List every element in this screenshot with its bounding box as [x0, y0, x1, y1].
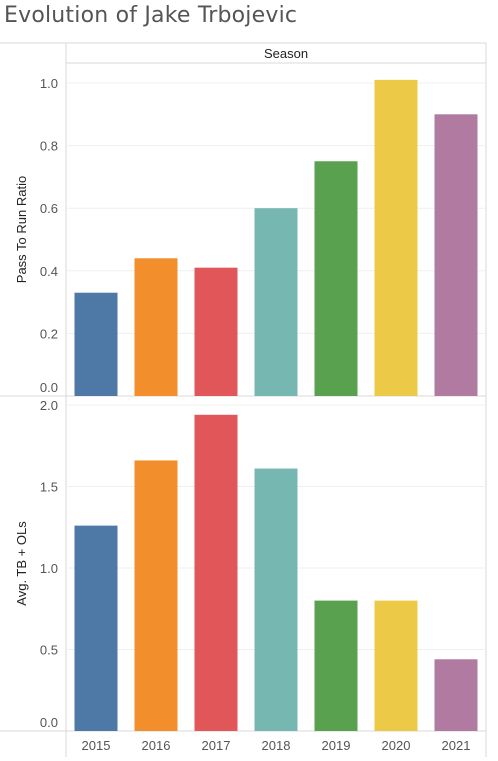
- bar-2017: [194, 414, 238, 731]
- bar-2016: [134, 460, 178, 731]
- bar-2018: [254, 468, 298, 731]
- y-axis-label: Pass To Run Ratio: [14, 176, 29, 283]
- bar-2019: [314, 600, 358, 731]
- x-tick-label: 2021: [442, 738, 471, 753]
- y-tick-label: 0.5: [40, 643, 58, 658]
- x-tick-label: 2018: [262, 738, 291, 753]
- bar-2020: [374, 600, 418, 731]
- y-tick-label: 1.0: [40, 76, 58, 91]
- bar-2019: [314, 161, 358, 396]
- y-tick-label: 0.6: [40, 201, 58, 216]
- bar-2018: [254, 208, 298, 396]
- x-tick-label: 2016: [142, 738, 171, 753]
- y-tick-label: 1.0: [40, 561, 58, 576]
- x-tick-label: 2015: [82, 738, 111, 753]
- y-tick-label: 2.0: [40, 398, 58, 413]
- y-tick-label: 1.5: [40, 480, 58, 495]
- bar-2015: [74, 292, 118, 396]
- y-tick-label: 0.8: [40, 139, 58, 154]
- x-tick-label: 2019: [322, 738, 351, 753]
- y-axis-label: Avg. TB + OLs: [14, 521, 29, 606]
- y-tick-label: 0.2: [40, 326, 58, 341]
- x-tick-label: 2020: [382, 738, 411, 753]
- y-tick-label: 0.4: [40, 264, 58, 279]
- bar-2021: [434, 114, 478, 397]
- bar-2016: [134, 258, 178, 396]
- bar-2021: [434, 659, 478, 731]
- y-tick-label: 0.0: [40, 380, 58, 395]
- column-header-season: Season: [264, 46, 308, 61]
- chart-title: Evolution of Jake Trbojevic: [4, 3, 298, 28]
- bar-2015: [74, 525, 118, 731]
- x-tick-label: 2017: [202, 738, 231, 753]
- bar-2020: [374, 79, 418, 397]
- y-tick-label: 0.0: [40, 715, 58, 730]
- bar-2017: [194, 267, 238, 396]
